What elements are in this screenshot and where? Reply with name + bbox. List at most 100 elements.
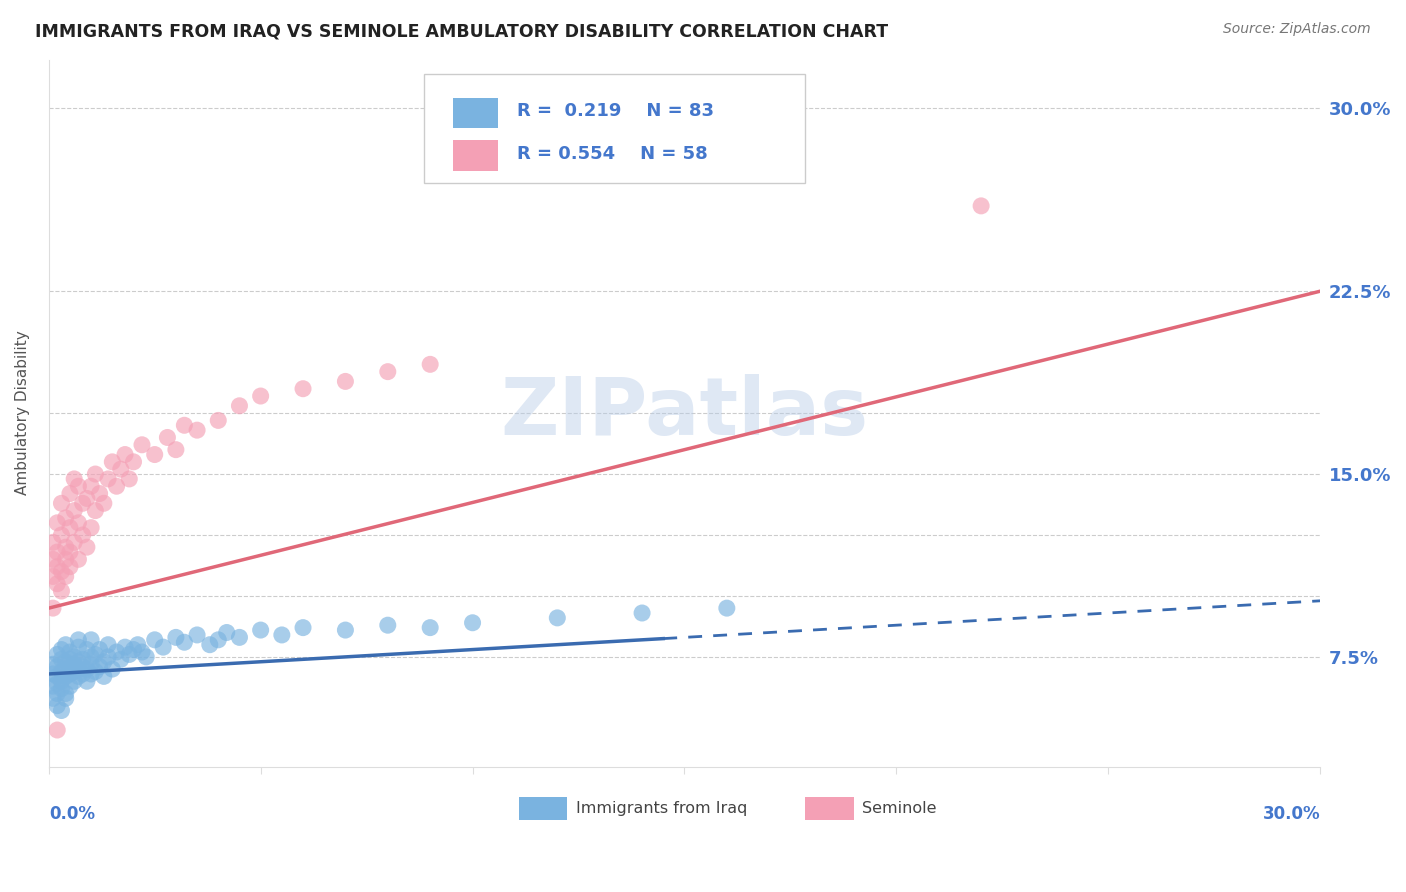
Point: [51, 704, 73, 718]
Point: [970, 199, 993, 213]
Point: [76, 674, 98, 689]
Point: [156, 430, 179, 444]
Point: [84, 648, 107, 662]
Point: [55, 638, 77, 652]
Point: [377, 365, 399, 379]
Point: [63, 649, 86, 664]
Text: R =  0.219    N = 83: R = 0.219 N = 83: [516, 103, 714, 120]
FancyBboxPatch shape: [453, 140, 498, 170]
Point: [51, 642, 73, 657]
Point: [67, 479, 90, 493]
Point: [165, 631, 187, 645]
Point: [461, 615, 484, 630]
Point: [97, 638, 120, 652]
Point: [59, 659, 82, 673]
Point: [51, 496, 73, 510]
Point: [46, 669, 69, 683]
Point: [292, 382, 315, 396]
Point: [419, 357, 441, 371]
FancyBboxPatch shape: [453, 97, 498, 128]
Point: [80, 657, 103, 672]
Text: 0.0%: 0.0%: [49, 805, 94, 823]
Point: [46, 545, 69, 559]
Point: [72, 659, 94, 673]
Point: [152, 640, 174, 654]
Point: [198, 638, 221, 652]
Point: [42, 601, 65, 615]
Point: [135, 649, 157, 664]
Point: [93, 655, 115, 669]
Text: IMMIGRANTS FROM IRAQ VS SEMINOLE AMBULATORY DISABILITY CORRELATION CHART: IMMIGRANTS FROM IRAQ VS SEMINOLE AMBULAT…: [35, 22, 889, 40]
Point: [51, 652, 73, 666]
Point: [51, 665, 73, 679]
Point: [55, 655, 77, 669]
Point: [55, 540, 77, 554]
Point: [59, 679, 82, 693]
Point: [546, 611, 568, 625]
FancyBboxPatch shape: [519, 797, 568, 820]
Point: [42, 679, 65, 693]
Point: [46, 676, 69, 690]
Text: Immigrants from Iraq: Immigrants from Iraq: [576, 801, 748, 816]
Point: [97, 472, 120, 486]
Point: [80, 649, 103, 664]
Point: [55, 511, 77, 525]
Point: [76, 662, 98, 676]
Point: [105, 645, 128, 659]
Point: [131, 438, 153, 452]
Point: [72, 652, 94, 666]
Point: [63, 674, 86, 689]
Point: [42, 691, 65, 706]
Point: [207, 632, 229, 647]
Point: [228, 399, 250, 413]
Point: [215, 625, 238, 640]
Point: [377, 618, 399, 632]
Point: [110, 652, 132, 666]
Point: [63, 503, 86, 517]
Point: [59, 645, 82, 659]
Point: [72, 496, 94, 510]
Point: [46, 698, 69, 713]
Point: [110, 462, 132, 476]
Point: [55, 552, 77, 566]
Point: [46, 576, 69, 591]
Point: [63, 472, 86, 486]
Point: [207, 413, 229, 427]
Point: [67, 655, 90, 669]
FancyBboxPatch shape: [423, 74, 806, 184]
Point: [228, 631, 250, 645]
Point: [249, 389, 271, 403]
Point: [59, 667, 82, 681]
Point: [42, 552, 65, 566]
Point: [46, 648, 69, 662]
Point: [72, 667, 94, 681]
Point: [97, 649, 120, 664]
Point: [114, 448, 136, 462]
Point: [42, 569, 65, 583]
Text: Seminole: Seminole: [862, 801, 936, 816]
Point: [51, 584, 73, 599]
Point: [59, 545, 82, 559]
Point: [80, 521, 103, 535]
Point: [59, 486, 82, 500]
Point: [84, 503, 107, 517]
Point: [67, 516, 90, 530]
Point: [59, 521, 82, 535]
Point: [67, 640, 90, 654]
Point: [292, 621, 315, 635]
Point: [80, 479, 103, 493]
Point: [63, 665, 86, 679]
Point: [419, 621, 441, 635]
FancyBboxPatch shape: [806, 797, 853, 820]
Point: [716, 601, 738, 615]
Point: [42, 667, 65, 681]
Point: [118, 472, 141, 486]
Point: [122, 455, 145, 469]
Point: [46, 686, 69, 700]
Point: [335, 623, 357, 637]
Point: [131, 645, 153, 659]
Y-axis label: Ambulatory Disability: Ambulatory Disability: [15, 331, 30, 495]
Point: [165, 442, 187, 457]
Point: [186, 628, 208, 642]
Point: [122, 642, 145, 657]
